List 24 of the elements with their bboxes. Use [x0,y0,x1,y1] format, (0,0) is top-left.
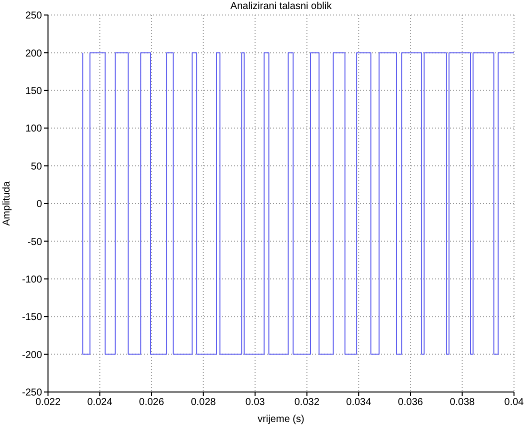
y-tick-label: -200 [22,350,42,361]
x-tick-label: 0.03 [245,397,266,408]
x-tick-label: 0.04 [504,397,524,408]
y-tick-label: 150 [25,86,42,97]
x-tick-label: 0.026 [139,397,165,408]
y-tick-label: -250 [22,388,42,399]
y-tick-label: 0 [36,199,42,210]
y-tick-label: 50 [30,161,42,172]
x-tick-label: 0.034 [346,397,372,408]
y-tick-label: 250 [25,10,42,22]
y-tick-label: -100 [22,274,42,286]
y-tick-label: 200 [25,48,42,60]
x-tick-label: 0.038 [450,397,476,408]
y-tick-label: 100 [25,124,42,135]
x-axis-title: vrijeme (s) [258,414,304,425]
x-tick-label: 0.036 [398,397,424,408]
x-tick-label: 0.032 [294,397,320,408]
chart-title: Analizirani talasni oblik [229,1,333,12]
y-axis-title: Amplituda [2,180,13,226]
x-tick-label: 0.022 [35,397,61,408]
x-tick-label: 0.028 [190,397,216,408]
y-tick-label: -50 [28,236,42,248]
y-tick-label: -150 [22,312,42,324]
x-tick-label: 0.024 [87,397,113,408]
